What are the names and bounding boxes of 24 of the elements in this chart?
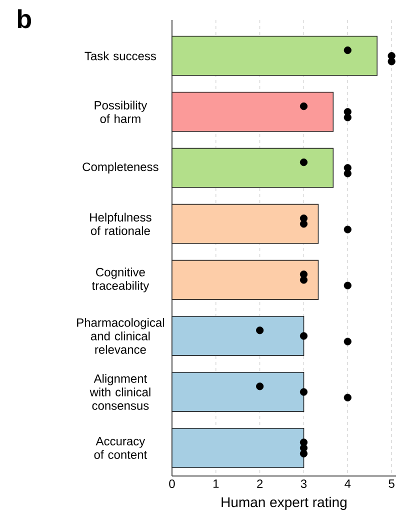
y-tick-label: Cognitive traceability	[92, 268, 150, 292]
x-tick-label: 4	[344, 480, 351, 488]
bar	[172, 36, 378, 76]
bar	[172, 372, 304, 412]
y-tick-label: Task success	[84, 51, 156, 60]
bar	[172, 428, 304, 468]
x-tick-label: 0	[169, 480, 175, 488]
x-tick-label: 2	[257, 480, 263, 488]
y-tick-label: Helpfulness of rationale	[90, 212, 152, 236]
chart-title: b	[18, 9, 32, 28]
y-tick-label: Completeness	[82, 162, 158, 174]
x-tick-label: 5	[388, 480, 394, 488]
y-tick-label: Accuracy of content	[94, 437, 148, 459]
y-tick-label: Pharmacological and clinical relevance	[77, 318, 164, 354]
bar	[172, 92, 334, 132]
y-tick-label: Possibility of harm	[94, 100, 148, 124]
bar	[172, 316, 304, 356]
x-tick-label: 3	[300, 480, 307, 488]
bar	[172, 148, 334, 188]
bar	[172, 204, 319, 244]
y-tick-label: Alignment with clinical consensus	[90, 374, 150, 410]
x-axis-title: Human expert rating	[222, 496, 346, 510]
bar	[172, 260, 319, 300]
x-tick-label: 1	[213, 480, 219, 488]
